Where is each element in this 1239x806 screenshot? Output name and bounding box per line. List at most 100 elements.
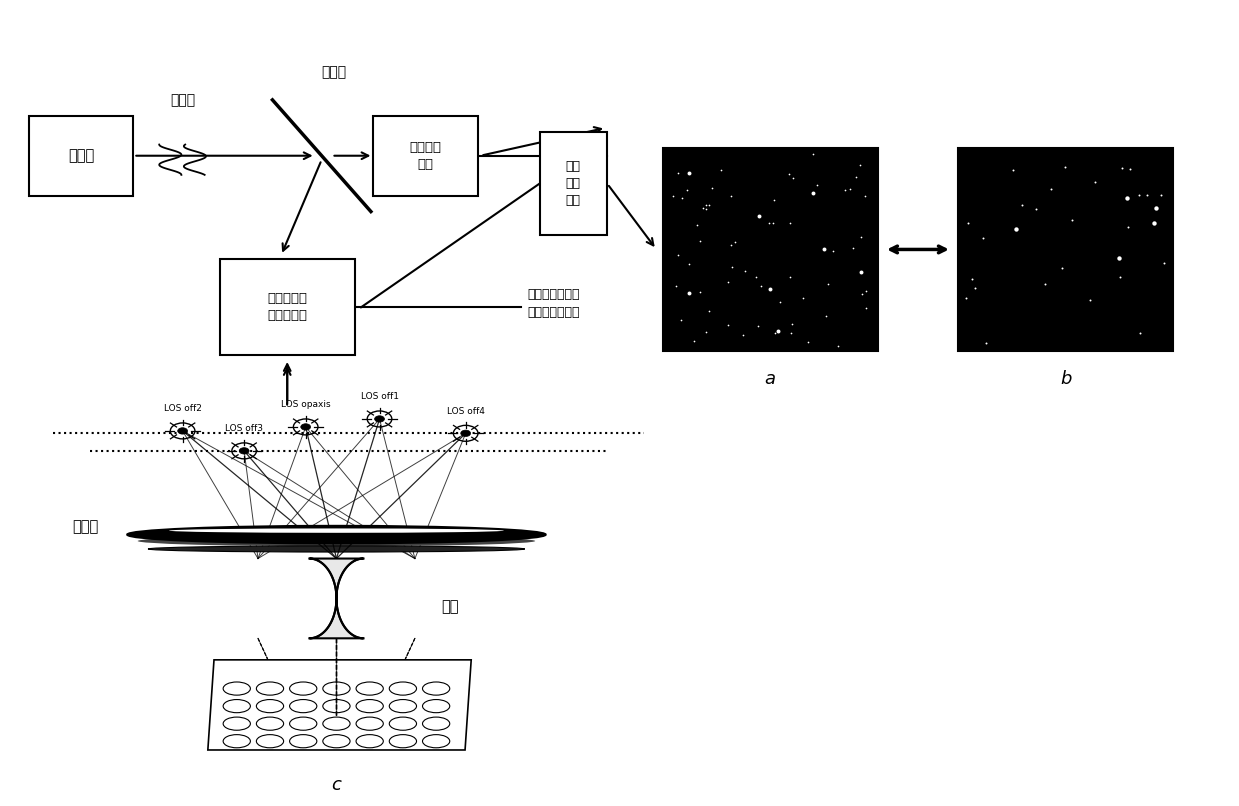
Point xyxy=(1026,202,1046,215)
Ellipse shape xyxy=(138,536,535,546)
Bar xyxy=(28,116,134,196)
Point xyxy=(668,248,688,261)
Point xyxy=(1079,293,1099,306)
Point xyxy=(779,168,799,181)
Bar xyxy=(219,260,354,355)
Point xyxy=(721,239,741,251)
Point xyxy=(1110,271,1130,284)
Point xyxy=(711,164,731,177)
Point xyxy=(1006,222,1026,235)
Point xyxy=(763,216,783,229)
Point xyxy=(1042,183,1062,196)
Point xyxy=(781,217,800,230)
Text: LOS opaxis: LOS opaxis xyxy=(281,401,331,409)
Point xyxy=(696,326,716,339)
Circle shape xyxy=(374,416,384,422)
Point xyxy=(818,277,838,290)
Point xyxy=(781,271,800,284)
Point xyxy=(1136,189,1156,202)
Text: a: a xyxy=(764,370,776,388)
Circle shape xyxy=(461,430,471,437)
Text: 湍流层: 湍流层 xyxy=(170,93,196,107)
Point xyxy=(835,184,855,197)
Text: 测得畚变波前，
估计点扩散函数: 测得畚变波前， 估计点扩散函数 xyxy=(528,288,580,319)
Point xyxy=(1118,191,1137,204)
Text: 图像
处理
模块: 图像 处理 模块 xyxy=(566,160,581,207)
Point xyxy=(679,286,699,299)
Ellipse shape xyxy=(149,546,525,552)
Point xyxy=(684,334,704,347)
Point xyxy=(855,190,875,203)
Point xyxy=(665,280,685,293)
Point xyxy=(1146,202,1166,214)
Point xyxy=(1056,160,1075,173)
Point xyxy=(663,189,683,202)
Point xyxy=(1145,217,1165,230)
Point xyxy=(856,284,876,297)
Point xyxy=(798,336,818,349)
Point xyxy=(688,219,707,232)
Polygon shape xyxy=(310,559,363,638)
Point xyxy=(1119,221,1139,234)
Text: 目标物: 目标物 xyxy=(68,148,94,164)
Point xyxy=(748,210,768,222)
Point xyxy=(748,320,768,333)
Text: 分光镜: 分光镜 xyxy=(321,65,347,79)
Point xyxy=(844,241,864,254)
Text: LOS off3: LOS off3 xyxy=(225,424,263,434)
Polygon shape xyxy=(208,660,471,750)
Point xyxy=(751,280,771,293)
Text: b: b xyxy=(1059,370,1072,388)
Point xyxy=(735,264,755,277)
Circle shape xyxy=(239,447,249,454)
Point xyxy=(852,288,872,301)
Point xyxy=(957,291,976,304)
Point xyxy=(808,179,828,192)
Point xyxy=(690,235,710,247)
Point xyxy=(803,147,823,160)
Point xyxy=(1062,214,1082,226)
Point xyxy=(719,276,738,289)
Point xyxy=(817,310,836,322)
Point xyxy=(1120,163,1140,176)
Text: 入瞳: 入瞳 xyxy=(441,599,458,614)
Point xyxy=(958,217,978,230)
Point xyxy=(679,166,699,179)
Point xyxy=(1035,278,1054,291)
Point xyxy=(965,281,985,294)
Point xyxy=(1155,257,1175,270)
Text: LOS off1: LOS off1 xyxy=(361,393,399,401)
Point xyxy=(768,324,788,337)
Point xyxy=(668,166,688,179)
Point xyxy=(717,318,737,331)
Point xyxy=(769,296,789,309)
Point xyxy=(973,231,992,244)
Point xyxy=(690,286,710,299)
Point xyxy=(722,260,742,273)
Bar xyxy=(373,116,478,196)
Point xyxy=(699,304,719,317)
Point xyxy=(856,302,876,315)
Point xyxy=(803,186,823,199)
Text: 激波层: 激波层 xyxy=(72,519,98,534)
Point xyxy=(725,235,745,248)
Point xyxy=(793,292,813,305)
Bar xyxy=(663,147,878,351)
Circle shape xyxy=(301,424,311,430)
Point xyxy=(733,328,753,341)
Point xyxy=(850,159,870,172)
Point xyxy=(679,257,699,270)
Point xyxy=(696,198,716,211)
Point xyxy=(851,265,871,278)
Point xyxy=(1151,189,1171,202)
Point xyxy=(694,202,714,214)
Point xyxy=(672,192,691,205)
Text: 焦面哈特曼
波前传感器: 焦面哈特曼 波前传感器 xyxy=(268,293,307,322)
Point xyxy=(851,231,871,244)
Text: 图像采集
装置: 图像采集 装置 xyxy=(410,141,441,171)
Point xyxy=(760,216,779,229)
Point xyxy=(703,181,722,194)
Point xyxy=(783,172,803,185)
Point xyxy=(1004,164,1023,177)
Point xyxy=(963,272,983,285)
